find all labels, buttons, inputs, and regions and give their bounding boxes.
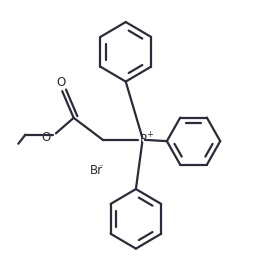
Text: Br: Br — [90, 164, 103, 177]
Text: +: + — [146, 130, 153, 139]
Text: O: O — [42, 131, 51, 144]
Text: P: P — [140, 133, 147, 146]
Text: O: O — [56, 76, 66, 89]
Text: ⁻: ⁻ — [98, 163, 103, 172]
